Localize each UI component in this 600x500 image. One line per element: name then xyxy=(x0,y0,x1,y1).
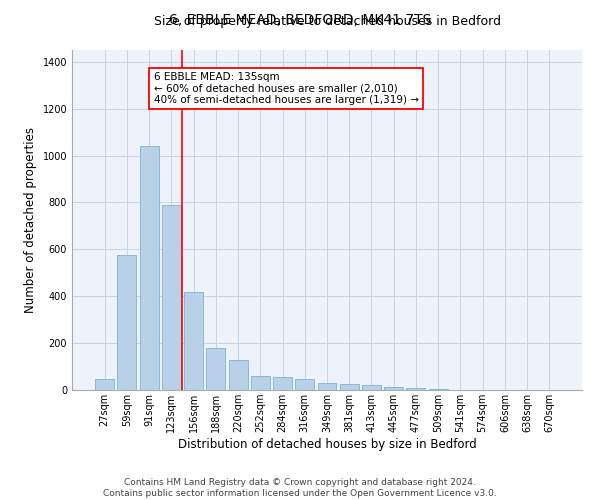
Bar xyxy=(229,360,248,390)
Bar xyxy=(140,146,158,390)
Bar xyxy=(206,348,225,390)
Bar xyxy=(317,383,337,390)
Bar xyxy=(340,384,359,390)
Bar xyxy=(184,292,203,390)
Bar xyxy=(406,388,425,390)
Bar xyxy=(162,205,181,390)
Bar xyxy=(295,380,314,390)
Y-axis label: Number of detached properties: Number of detached properties xyxy=(24,127,37,313)
X-axis label: Distribution of detached houses by size in Bedford: Distribution of detached houses by size … xyxy=(178,438,476,451)
Bar xyxy=(118,255,136,390)
Text: Contains HM Land Registry data © Crown copyright and database right 2024.
Contai: Contains HM Land Registry data © Crown c… xyxy=(103,478,497,498)
Title: Size of property relative to detached houses in Bedford: Size of property relative to detached ho… xyxy=(154,15,500,28)
Bar xyxy=(384,387,403,390)
Text: 6 EBBLE MEAD: 135sqm
← 60% of detached houses are smaller (2,010)
40% of semi-de: 6 EBBLE MEAD: 135sqm ← 60% of detached h… xyxy=(154,72,419,106)
Text: 6, EBBLE MEAD, BEDFORD, MK41 7TS: 6, EBBLE MEAD, BEDFORD, MK41 7TS xyxy=(169,12,431,26)
Bar xyxy=(251,376,270,390)
Bar xyxy=(273,377,292,390)
Bar xyxy=(95,380,114,390)
Bar xyxy=(362,386,381,390)
